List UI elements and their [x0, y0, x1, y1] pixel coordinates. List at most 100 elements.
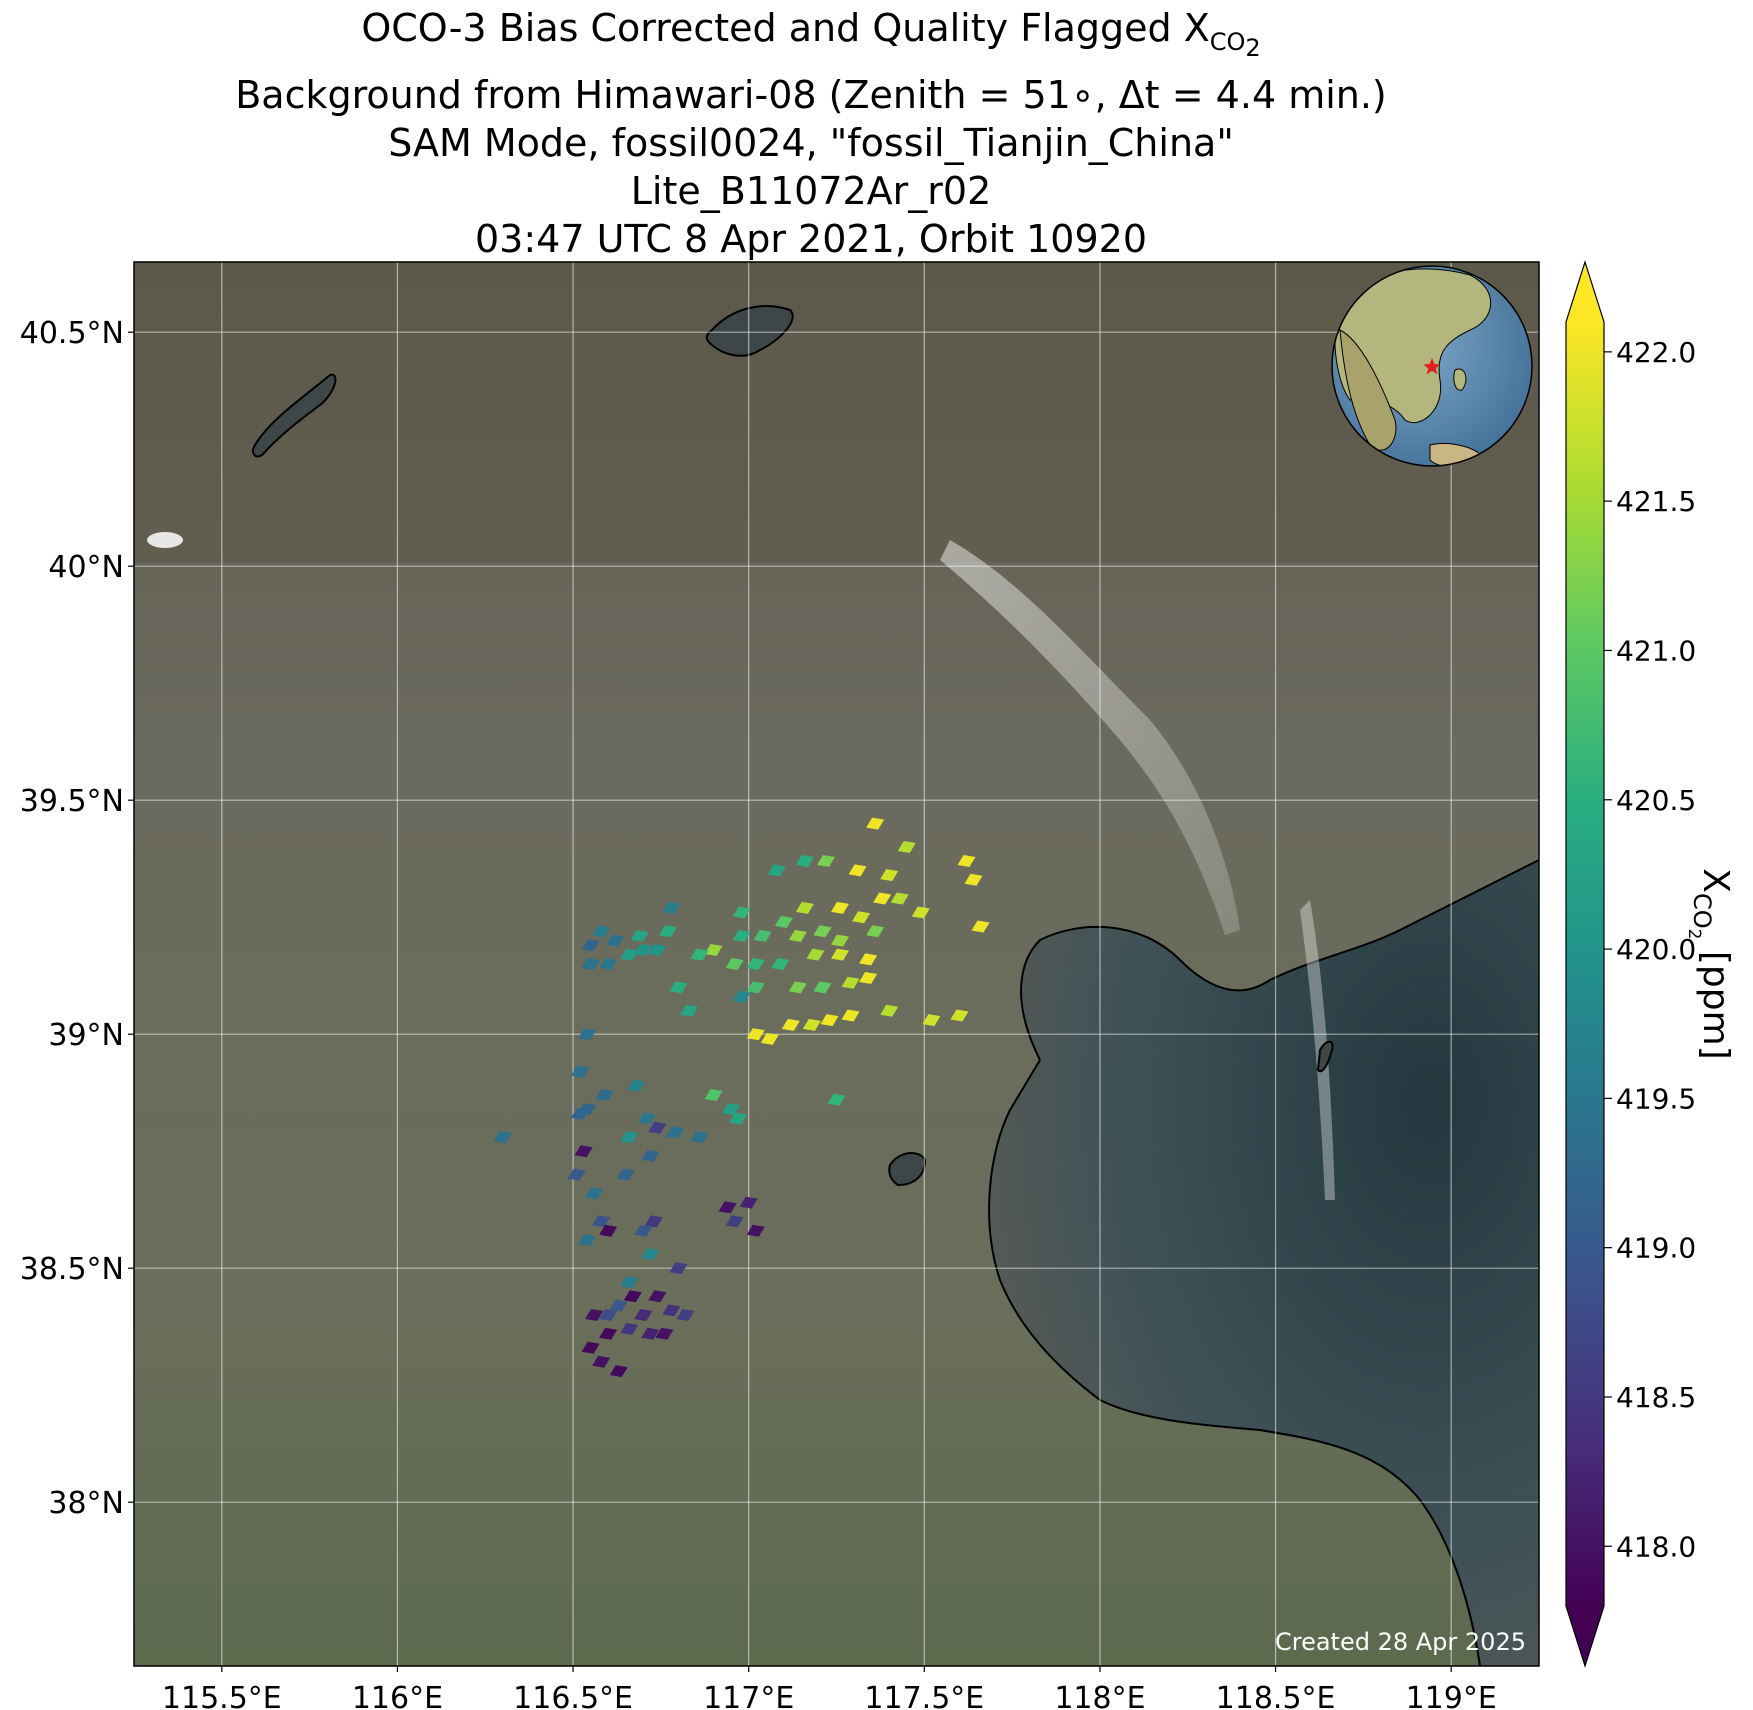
xco2-sounding	[581, 939, 600, 952]
xco2-sounding	[718, 1201, 737, 1214]
xco2-sounding	[620, 1276, 639, 1289]
colorbar-tick-label: 418.5	[1616, 1381, 1696, 1414]
reservoir-guanting	[252, 373, 337, 458]
xco2-sounding	[641, 1248, 660, 1261]
xco2-sounding	[620, 1131, 639, 1144]
xco2-sounding	[648, 1121, 667, 1134]
xco2-sounding	[606, 934, 625, 947]
xco2-sounding	[648, 943, 667, 956]
xco2-sounding	[795, 855, 814, 868]
lat-tick-label: 38°N	[48, 1486, 124, 1521]
xco2-sounding	[852, 911, 871, 924]
xco2-sounding	[599, 1309, 618, 1321]
xco2-sounding	[585, 1187, 604, 1200]
xco2-sounding	[753, 929, 772, 942]
xco2-sounding	[957, 855, 976, 868]
xco2-sounding	[599, 958, 618, 970]
xco2-sounding	[578, 1028, 597, 1041]
gridlines	[134, 262, 1539, 1666]
xco2-sounding	[859, 953, 878, 966]
xco2-sounding	[599, 1327, 618, 1340]
lon-tick-label: 119°E	[1406, 1681, 1497, 1710]
xco2-sounding	[595, 1089, 614, 1102]
xco2-sounding	[585, 1309, 604, 1321]
map-area	[134, 262, 1539, 1666]
xco2-sounding	[746, 981, 765, 994]
xco2-sounding	[827, 1093, 846, 1106]
xco2-sounding	[567, 1168, 586, 1181]
lat-tick-label: 38.5°N	[20, 1252, 124, 1287]
xco2-sounding	[831, 948, 850, 961]
xco2-sounding	[655, 1327, 674, 1340]
colorbar-tick-label: 421.0	[1616, 634, 1696, 667]
xco2-sounding	[816, 855, 835, 868]
xco2-sounding	[690, 1131, 709, 1144]
colorbar-extend-min	[1566, 1606, 1604, 1666]
lon-tick-label: 118°E	[1054, 1681, 1145, 1710]
lake-beidagang	[888, 1152, 927, 1187]
xco2-sounding	[634, 943, 653, 956]
colorbar-outline	[1565, 260, 1605, 1668]
lon-tick-label: 118.5°E	[1216, 1681, 1336, 1710]
xco2-sounding	[774, 915, 793, 928]
latitude-ticks: 40.5°N 40°N 39.5°N 39°N 38.5°N 38°N	[20, 316, 134, 1521]
colorbar-ticks: 418.0 418.5 419.0 419.5 420.0 420.5 421.0 421.5…	[1604, 336, 1696, 1563]
creation-credit: Created 28 Apr 2025	[1275, 1628, 1526, 1656]
xco2-sounding	[725, 1215, 744, 1228]
xco2-sounding	[627, 1079, 646, 1092]
xco2-sounding	[641, 1327, 660, 1340]
xco2-sounding	[732, 906, 751, 919]
xco2-sounding	[599, 1224, 618, 1237]
xco2-sounding	[592, 1215, 611, 1228]
xco2-sounding	[760, 1032, 779, 1045]
colorbar-tick-label: 419.0	[1616, 1232, 1696, 1265]
xco2-sounding	[641, 1149, 660, 1162]
xco2-sounding	[665, 1126, 684, 1139]
xco2-sounding	[841, 976, 860, 989]
colorbar-tick-label: 418.0	[1616, 1530, 1696, 1563]
coastline	[988, 859, 1539, 1666]
title-line-2: Background from Himawari-08 (Zenith = 51…	[235, 73, 1387, 118]
lat-tick-label: 40°N	[48, 550, 124, 585]
title-line-1: OCO-3 Bias Corrected and Quality Flagged…	[361, 6, 1261, 62]
xco2-sounding	[880, 869, 899, 882]
xco2-sounding	[788, 929, 807, 942]
island-caofeidian	[1316, 1040, 1334, 1073]
xco2-sounding	[788, 981, 807, 994]
colorbar-tick-label: 419.5	[1616, 1082, 1696, 1115]
xco2-sounding	[493, 1131, 512, 1144]
xco2-sounding	[732, 929, 751, 942]
title-line-5: 03:47 UTC 8 Apr 2021, Orbit 10920	[474, 217, 1147, 262]
cloud-streak	[940, 540, 1240, 935]
xco2-sounding	[866, 925, 885, 938]
xco2-sounding	[581, 1341, 600, 1354]
lat-tick-label: 40.5°N	[20, 316, 124, 351]
colorbar: 418.0 418.5 419.0 419.5 420.0 420.5 421.0 421.5…	[1565, 260, 1736, 1668]
lat-tick-label: 39.5°N	[20, 784, 124, 819]
xco2-sounding	[820, 1014, 839, 1027]
globe-landmass	[1334, 268, 1492, 466]
xco2-sounding	[911, 906, 930, 919]
xco2-sounding	[746, 1224, 765, 1237]
xco2-sounding	[669, 981, 688, 994]
lon-tick-label: 116°E	[352, 1681, 443, 1710]
xco2-sounding	[620, 948, 639, 961]
xco2-sounding	[609, 1299, 628, 1312]
colorbar-tick-label: 420.0	[1616, 933, 1696, 966]
xco2-sounding	[662, 1304, 681, 1317]
xco2-sounding	[630, 929, 649, 942]
colorbar-tick-label: 422.0	[1616, 336, 1696, 369]
colorbar-extend-max	[1566, 262, 1604, 322]
longitude-ticks: 115.5°E 116°E 116.5°E 117°E 117.5°E 118°E 118.…	[162, 1666, 1497, 1710]
xco2-sounding	[806, 948, 825, 961]
xco2-sounding	[662, 901, 681, 914]
colorbar-gradient	[1566, 322, 1604, 1606]
bohai-sea	[989, 860, 1539, 1666]
lon-tick-label: 117.5°E	[864, 1681, 984, 1710]
colorbar-tick-label: 421.5	[1616, 485, 1696, 518]
mountain-region	[134, 262, 1539, 562]
xco2-soundings	[493, 817, 990, 1378]
small-cloud	[147, 532, 183, 548]
xco2-sounding	[771, 958, 790, 970]
